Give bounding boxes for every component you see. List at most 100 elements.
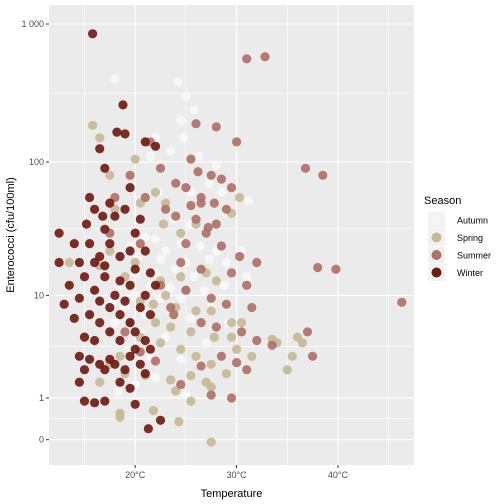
point-spring — [221, 369, 231, 379]
point-summer — [221, 204, 231, 214]
point-summer — [211, 122, 221, 132]
point-summer — [203, 222, 213, 233]
point-winter — [150, 280, 161, 290]
point-spring — [105, 246, 115, 256]
point-winter — [74, 293, 84, 303]
point-winter — [100, 224, 110, 234]
point-winter — [105, 239, 115, 249]
minor-gridlines — [49, 5, 414, 465]
point-summer — [226, 268, 237, 278]
point-autumn — [204, 254, 214, 264]
point-spring — [226, 318, 237, 328]
point-spring — [232, 344, 242, 354]
point-summer — [216, 241, 226, 251]
point-winter — [85, 354, 95, 364]
point-summer — [140, 192, 150, 203]
point-winter — [112, 127, 122, 137]
point-autumn — [145, 151, 155, 161]
point-spring — [130, 257, 140, 268]
y-tick-label: 1 — [39, 393, 44, 403]
point-winter — [140, 335, 150, 346]
point-winter — [120, 204, 130, 214]
point-summer — [331, 264, 341, 274]
point-summer — [150, 356, 161, 366]
point-summer — [206, 170, 216, 180]
point-summer — [196, 264, 206, 274]
point-summer — [252, 335, 262, 346]
point-summer — [226, 393, 237, 403]
point-winter — [90, 398, 100, 408]
point-summer — [216, 174, 226, 184]
point-winter — [145, 310, 155, 320]
point-winter — [100, 272, 110, 282]
point-winter — [85, 310, 95, 320]
point-winter — [81, 219, 92, 229]
point-summer — [196, 361, 206, 371]
point-summer — [206, 390, 216, 400]
point-winter — [95, 318, 105, 328]
point-summer — [221, 299, 231, 309]
point-spring — [150, 318, 161, 328]
y-axis-title: Enterococci (cfu/100ml) — [5, 177, 17, 293]
point-spring — [235, 192, 245, 203]
point-autumn — [204, 178, 214, 188]
point-summer — [206, 293, 216, 303]
point-winter — [120, 296, 130, 306]
point-winter — [74, 257, 84, 268]
point-winter — [140, 369, 150, 379]
point-winter — [54, 228, 64, 238]
point-winter — [130, 264, 140, 274]
point-autumn — [242, 272, 252, 282]
y-tick-label: 1 000 — [21, 19, 44, 29]
point-winter — [105, 327, 115, 337]
point-spring — [174, 417, 184, 427]
point-winter — [125, 318, 135, 328]
point-winter — [54, 257, 64, 268]
point-spring — [95, 377, 105, 387]
point-spring — [176, 228, 186, 238]
point-spring — [206, 306, 216, 316]
y-tick-label: 10 — [34, 290, 44, 300]
point-autumn — [150, 234, 161, 244]
point-winter — [95, 296, 105, 306]
point-winter — [90, 204, 100, 214]
point-summer — [169, 310, 179, 320]
point-spring — [88, 120, 98, 130]
point-winter — [135, 214, 145, 224]
point-winter — [98, 211, 108, 221]
point-summer — [191, 119, 201, 129]
point-autumn — [189, 105, 199, 115]
point-winter — [88, 29, 98, 39]
point-autumn — [110, 318, 120, 328]
point-winter — [69, 313, 79, 323]
point-winter — [79, 272, 90, 282]
point-summer — [125, 170, 135, 180]
point-spring — [150, 187, 161, 197]
point-winter — [79, 396, 90, 406]
point-winter — [64, 280, 74, 290]
point-winter — [140, 137, 150, 147]
point-autumn — [219, 280, 229, 290]
point-winter — [110, 290, 120, 300]
point-summer — [186, 200, 196, 211]
x-axis-title: Temperature — [201, 488, 263, 500]
point-spring — [171, 386, 181, 396]
point-summer — [232, 358, 242, 368]
point-summer — [313, 262, 323, 273]
point-summer — [181, 239, 191, 249]
point-winter — [90, 257, 100, 268]
point-spring — [115, 351, 125, 361]
point-spring — [206, 437, 216, 447]
point-spring — [95, 133, 105, 143]
point-spring — [186, 396, 196, 406]
legend-title: Season — [424, 195, 461, 207]
point-winter — [130, 399, 140, 409]
point-winter — [110, 359, 120, 369]
point-winter — [79, 332, 90, 342]
point-winter — [130, 228, 140, 238]
point-spring — [64, 257, 74, 268]
point-spring — [287, 351, 297, 361]
x-tick-label: 30°C — [227, 470, 248, 480]
point-summer — [242, 54, 252, 64]
point-summer — [196, 198, 206, 208]
